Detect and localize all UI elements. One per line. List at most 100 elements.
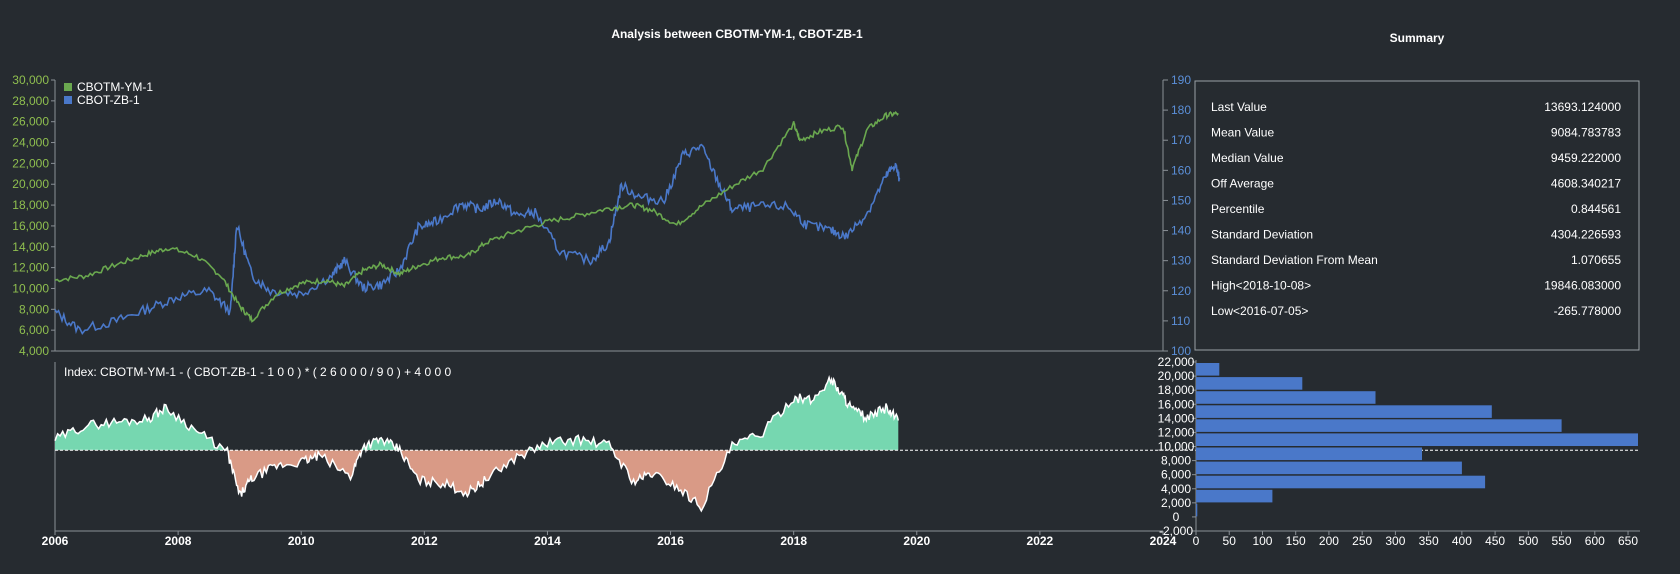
summary-row-label: Last Value xyxy=(1211,100,1267,114)
summary-row-value: 4608.340217 xyxy=(1551,177,1621,191)
x-tick-label: 2014 xyxy=(534,534,561,548)
left-tick-label: 18,000 xyxy=(12,198,49,212)
left-tick-label: 22,000 xyxy=(12,156,49,170)
hist-bar xyxy=(1196,377,1303,390)
left-tick-label: 10,000 xyxy=(12,281,49,295)
hist-x-tick-label: 600 xyxy=(1585,534,1605,548)
series-line-cbot-zb-1 xyxy=(54,143,901,335)
hist-y-tick-label: 4,000 xyxy=(1161,482,1191,496)
legend-swatch-blue xyxy=(64,96,72,104)
summary-row-value: 4304.226593 xyxy=(1551,228,1621,242)
summary-rows: Last Value 13693.124000 Mean Value 9084.783… xyxy=(1211,100,1621,318)
left-tick-label: 24,000 xyxy=(12,136,49,150)
right-tick-label: 120 xyxy=(1171,284,1191,298)
hist-y-tick-label: 18,000 xyxy=(1158,383,1195,397)
hist-y-tick-label: -2,000 xyxy=(1159,524,1193,538)
right-tick-label: 180 xyxy=(1171,103,1191,117)
hist-y-tick-label: 6,000 xyxy=(1161,468,1191,482)
index-line xyxy=(54,375,900,513)
summary-row-label: Standard Deviation From Mean xyxy=(1211,253,1378,267)
hist-x-tick-label: 350 xyxy=(1419,534,1439,548)
index-formula-label: Index: CBOTM-YM-1 - ( CBOT-ZB-1 - 1 0 0 … xyxy=(64,365,451,379)
x-tick-label: 2010 xyxy=(288,534,315,548)
x-tick-label: 2008 xyxy=(165,534,192,548)
summary-panel: Last Value 13693.124000 Mean Value 9084.783… xyxy=(1194,80,1640,351)
hist-y-tick-label: 22,000 xyxy=(1158,355,1195,369)
left-tick-label: 26,000 xyxy=(12,115,49,129)
summary-row-value: 1.070655 xyxy=(1571,253,1621,267)
right-tick-label: 100 xyxy=(1171,344,1191,358)
hist-x-tick-label: 450 xyxy=(1485,534,1505,548)
hist-y-tick-label: 14,000 xyxy=(1158,411,1195,425)
legend-label-2: CBOT-ZB-1 xyxy=(77,93,140,107)
hist-y-tick-label: 0 xyxy=(1173,510,1180,524)
hist-bar xyxy=(1196,363,1220,376)
right-tick-label: 190 xyxy=(1171,73,1191,87)
right-tick-label: 130 xyxy=(1171,254,1191,268)
hist-y-ticks: -2,00002,0004,0006,0008,00010,00012,0001… xyxy=(1158,355,1196,538)
summary-row-label: Low<2016-07-05> xyxy=(1211,304,1308,318)
summary-row-label: Median Value xyxy=(1211,151,1284,165)
hist-x-tick-label: 0 xyxy=(1193,534,1200,548)
left-tick-label: 28,000 xyxy=(12,94,49,108)
left-tick-label: 8,000 xyxy=(19,302,49,316)
hist-y-tick-label: 16,000 xyxy=(1158,397,1195,411)
hist-x-tick-label: 200 xyxy=(1319,534,1339,548)
distribution-histogram: -2,00002,0004,0006,0008,00010,00012,0001… xyxy=(1158,355,1640,548)
chart-title: Analysis between CBOTM-YM-1, CBOT-ZB-1 xyxy=(611,27,863,41)
x-tick-label: 2020 xyxy=(903,534,930,548)
x-tick-label: 2024 xyxy=(1150,534,1177,548)
series-line-cbotm-ym-1 xyxy=(54,110,899,323)
right-tick-label: 150 xyxy=(1171,193,1191,207)
index-area-negative xyxy=(224,450,731,511)
series-lines xyxy=(54,110,901,335)
summary-row-value: 19846.083000 xyxy=(1544,279,1621,293)
left-tick-label: 4,000 xyxy=(19,344,49,358)
summary-row-label: Mean Value xyxy=(1211,126,1274,140)
hist-x-tick-label: 100 xyxy=(1252,534,1272,548)
summary-row-label: Percentile xyxy=(1211,202,1265,216)
summary-row-value: -265.778000 xyxy=(1554,304,1622,318)
hist-bars xyxy=(1196,363,1638,517)
hist-x-tick-label: 300 xyxy=(1385,534,1405,548)
left-tick-label: 30,000 xyxy=(12,73,49,87)
hist-bar xyxy=(1196,461,1462,475)
x-tick-label: 2012 xyxy=(411,534,438,548)
left-tick-label: 16,000 xyxy=(12,219,49,233)
summary-row-value: 0.844561 xyxy=(1571,202,1621,216)
summary-border xyxy=(1194,80,1640,351)
hist-bar xyxy=(1196,405,1492,418)
x-tick-label: 2016 xyxy=(657,534,684,548)
hist-y-tick-label: 2,000 xyxy=(1161,496,1191,510)
hist-bar xyxy=(1196,475,1486,489)
x-tick-label: 2022 xyxy=(1027,534,1054,548)
summary-row-label: Standard Deviation xyxy=(1211,228,1313,242)
hist-x-ticks: 0 50 100 150 200 250 300 350 400 450 500 550 600 650 xyxy=(1193,531,1638,548)
hist-bar xyxy=(1196,433,1638,446)
hist-bar xyxy=(1196,419,1562,432)
right-tick-label: 110 xyxy=(1171,314,1190,328)
hist-bar xyxy=(1196,503,1198,517)
x-axis-ticks: 2006 2008 2010 2012 2014 2016 2018 2020 2022 2024 xyxy=(42,531,1177,548)
hist-x-tick-label: 500 xyxy=(1518,534,1538,548)
x-tick-label: 2018 xyxy=(780,534,807,548)
hist-y-tick-label: 20,000 xyxy=(1158,369,1195,383)
summary-row-value: 9084.783783 xyxy=(1551,126,1621,140)
right-y-ticks: 100 110 120 130 140 150 160 170 180 190 xyxy=(1163,73,1191,358)
hist-x-tick-label: 550 xyxy=(1552,534,1572,548)
summary-row-label: Off Average xyxy=(1211,177,1274,191)
hist-x-tick-label: 400 xyxy=(1452,534,1472,548)
left-tick-label: 12,000 xyxy=(12,261,49,275)
summary-row-label: High<2018-10-08> xyxy=(1211,279,1311,293)
right-tick-label: 160 xyxy=(1171,163,1191,177)
hist-x-tick-label: 250 xyxy=(1352,534,1372,548)
x-tick-label: 2006 xyxy=(42,534,69,548)
left-y-ticks: 4,000 6,000 8,000 10,000 12,000 14,000 16,000 1… xyxy=(12,73,55,358)
summary-row-value: 9459.222000 xyxy=(1551,151,1621,165)
hist-x-tick-label: 650 xyxy=(1618,534,1638,548)
hist-y-tick-label: 10,000 xyxy=(1158,440,1195,454)
summary-title: Summary xyxy=(1390,31,1445,45)
legend: CBOTM-YM-1 CBOT-ZB-1 xyxy=(64,80,153,107)
hist-y-tick-label: 12,000 xyxy=(1158,425,1195,439)
